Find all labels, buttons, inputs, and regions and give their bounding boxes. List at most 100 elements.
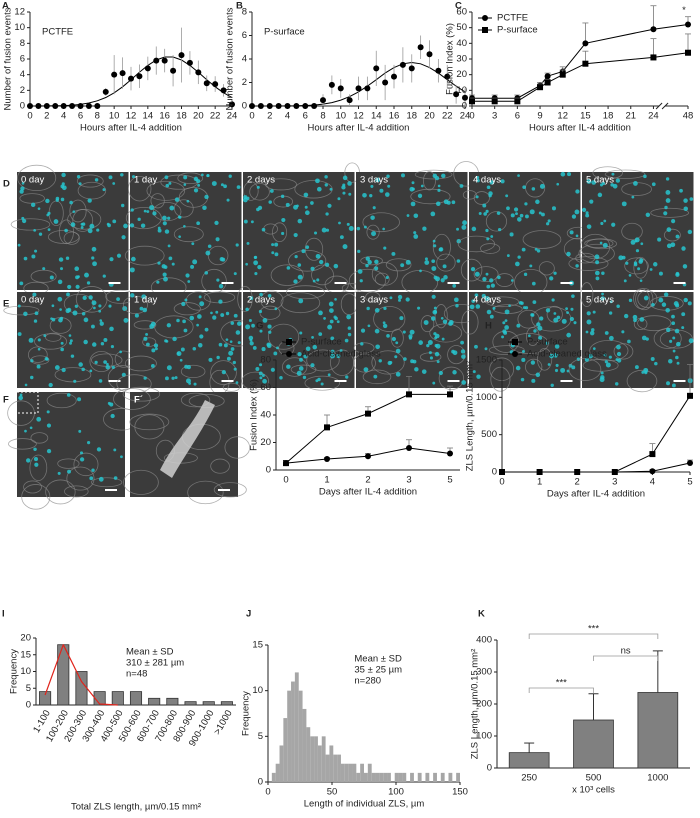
nucleus (253, 255, 258, 260)
nucleus (137, 217, 141, 221)
nucleus (176, 318, 180, 323)
nucleus (98, 379, 103, 383)
nucleus (638, 259, 643, 264)
series-line (502, 395, 691, 473)
x-tick-label: 6 (515, 111, 520, 122)
cell-texture (222, 382, 241, 392)
histogram-bar (294, 672, 299, 782)
nucleus (113, 448, 117, 452)
nucleus (116, 297, 120, 302)
data-point (447, 391, 453, 398)
cell-texture (75, 286, 108, 313)
data-point (687, 460, 693, 467)
nucleus (675, 234, 680, 239)
cell-texture (91, 477, 123, 488)
x-tick-label: 4 (650, 477, 655, 488)
legend-marker (512, 351, 518, 357)
data-point (391, 73, 397, 80)
nucleus (454, 297, 459, 303)
nucleus (86, 281, 91, 285)
nucleus (566, 172, 571, 177)
cell-texture (624, 257, 649, 275)
legend-marker (482, 15, 488, 21)
nucleus (372, 206, 376, 210)
histogram-bar (375, 772, 380, 782)
annotation: n=280 (354, 676, 381, 687)
nucleus (523, 272, 528, 277)
nucleus (102, 188, 106, 192)
nucleus (199, 301, 205, 307)
panel-letter: F (3, 395, 9, 406)
nucleus (189, 315, 195, 321)
nucleus (246, 196, 250, 200)
nucleus (521, 247, 526, 252)
x-tick-label: 6 (78, 111, 83, 122)
nucleus (201, 173, 204, 177)
nucleus (504, 325, 509, 330)
x-axis-label: Length of individual ZLS, µm (304, 799, 425, 810)
nucleus (502, 321, 506, 325)
nucleus (29, 426, 33, 430)
nucleus (33, 228, 37, 232)
nucleus (92, 342, 97, 347)
nucleus (399, 316, 404, 321)
cell-texture (410, 188, 451, 205)
nucleus (301, 249, 306, 254)
nucleus (82, 295, 87, 301)
cell-texture (77, 181, 107, 200)
x-tick-label: 12 (557, 111, 568, 122)
nucleus (54, 365, 60, 370)
nucleus (143, 376, 147, 380)
nucleus (47, 211, 51, 215)
nucleus (336, 320, 340, 324)
data-point (186, 59, 193, 66)
nucleus (455, 304, 459, 308)
nucleus (75, 284, 80, 289)
nucleus (105, 365, 110, 370)
nucleus (484, 296, 490, 302)
nucleus (24, 383, 28, 387)
x-tick-label: 24 (460, 111, 471, 122)
nucleus (476, 178, 480, 183)
histogram-bar (333, 754, 338, 782)
data-point (94, 103, 101, 109)
x-tick-label: 10 (335, 111, 346, 122)
nucleus (639, 317, 645, 322)
nucleus (442, 319, 448, 324)
cell-texture (64, 485, 89, 498)
nucleus (303, 354, 308, 359)
data-point (399, 61, 406, 68)
nucleus (93, 306, 96, 310)
frame-label: 1 day (134, 295, 157, 306)
nucleus (456, 227, 459, 231)
data-point (324, 456, 330, 462)
nucleus (134, 313, 139, 318)
nucleus (681, 312, 686, 317)
nucleus (183, 328, 188, 333)
nucleus (37, 207, 41, 210)
cell-texture (371, 350, 405, 375)
nucleus (644, 370, 648, 375)
nucleus (501, 335, 505, 339)
nucleus (131, 256, 136, 262)
cell-texture (224, 436, 251, 459)
nucleus (60, 341, 64, 345)
y-axis-label: Frequency (9, 649, 20, 694)
chart-title: P-surface (264, 27, 305, 38)
cell-texture (272, 222, 288, 243)
cell-texture (10, 218, 51, 231)
y-tick-label: 40 (456, 38, 467, 49)
nucleus (679, 188, 683, 193)
nucleus (89, 223, 95, 229)
nucleus (603, 353, 607, 357)
nucleus (604, 331, 609, 335)
nucleus (641, 370, 645, 374)
bar (637, 692, 679, 769)
nucleus (440, 316, 444, 320)
nucleus (391, 251, 396, 256)
nucleus (437, 184, 441, 188)
nucleus (531, 281, 536, 286)
nucleus (328, 301, 334, 307)
cell-texture (290, 364, 317, 375)
x-tick-label: 18 (603, 111, 614, 122)
